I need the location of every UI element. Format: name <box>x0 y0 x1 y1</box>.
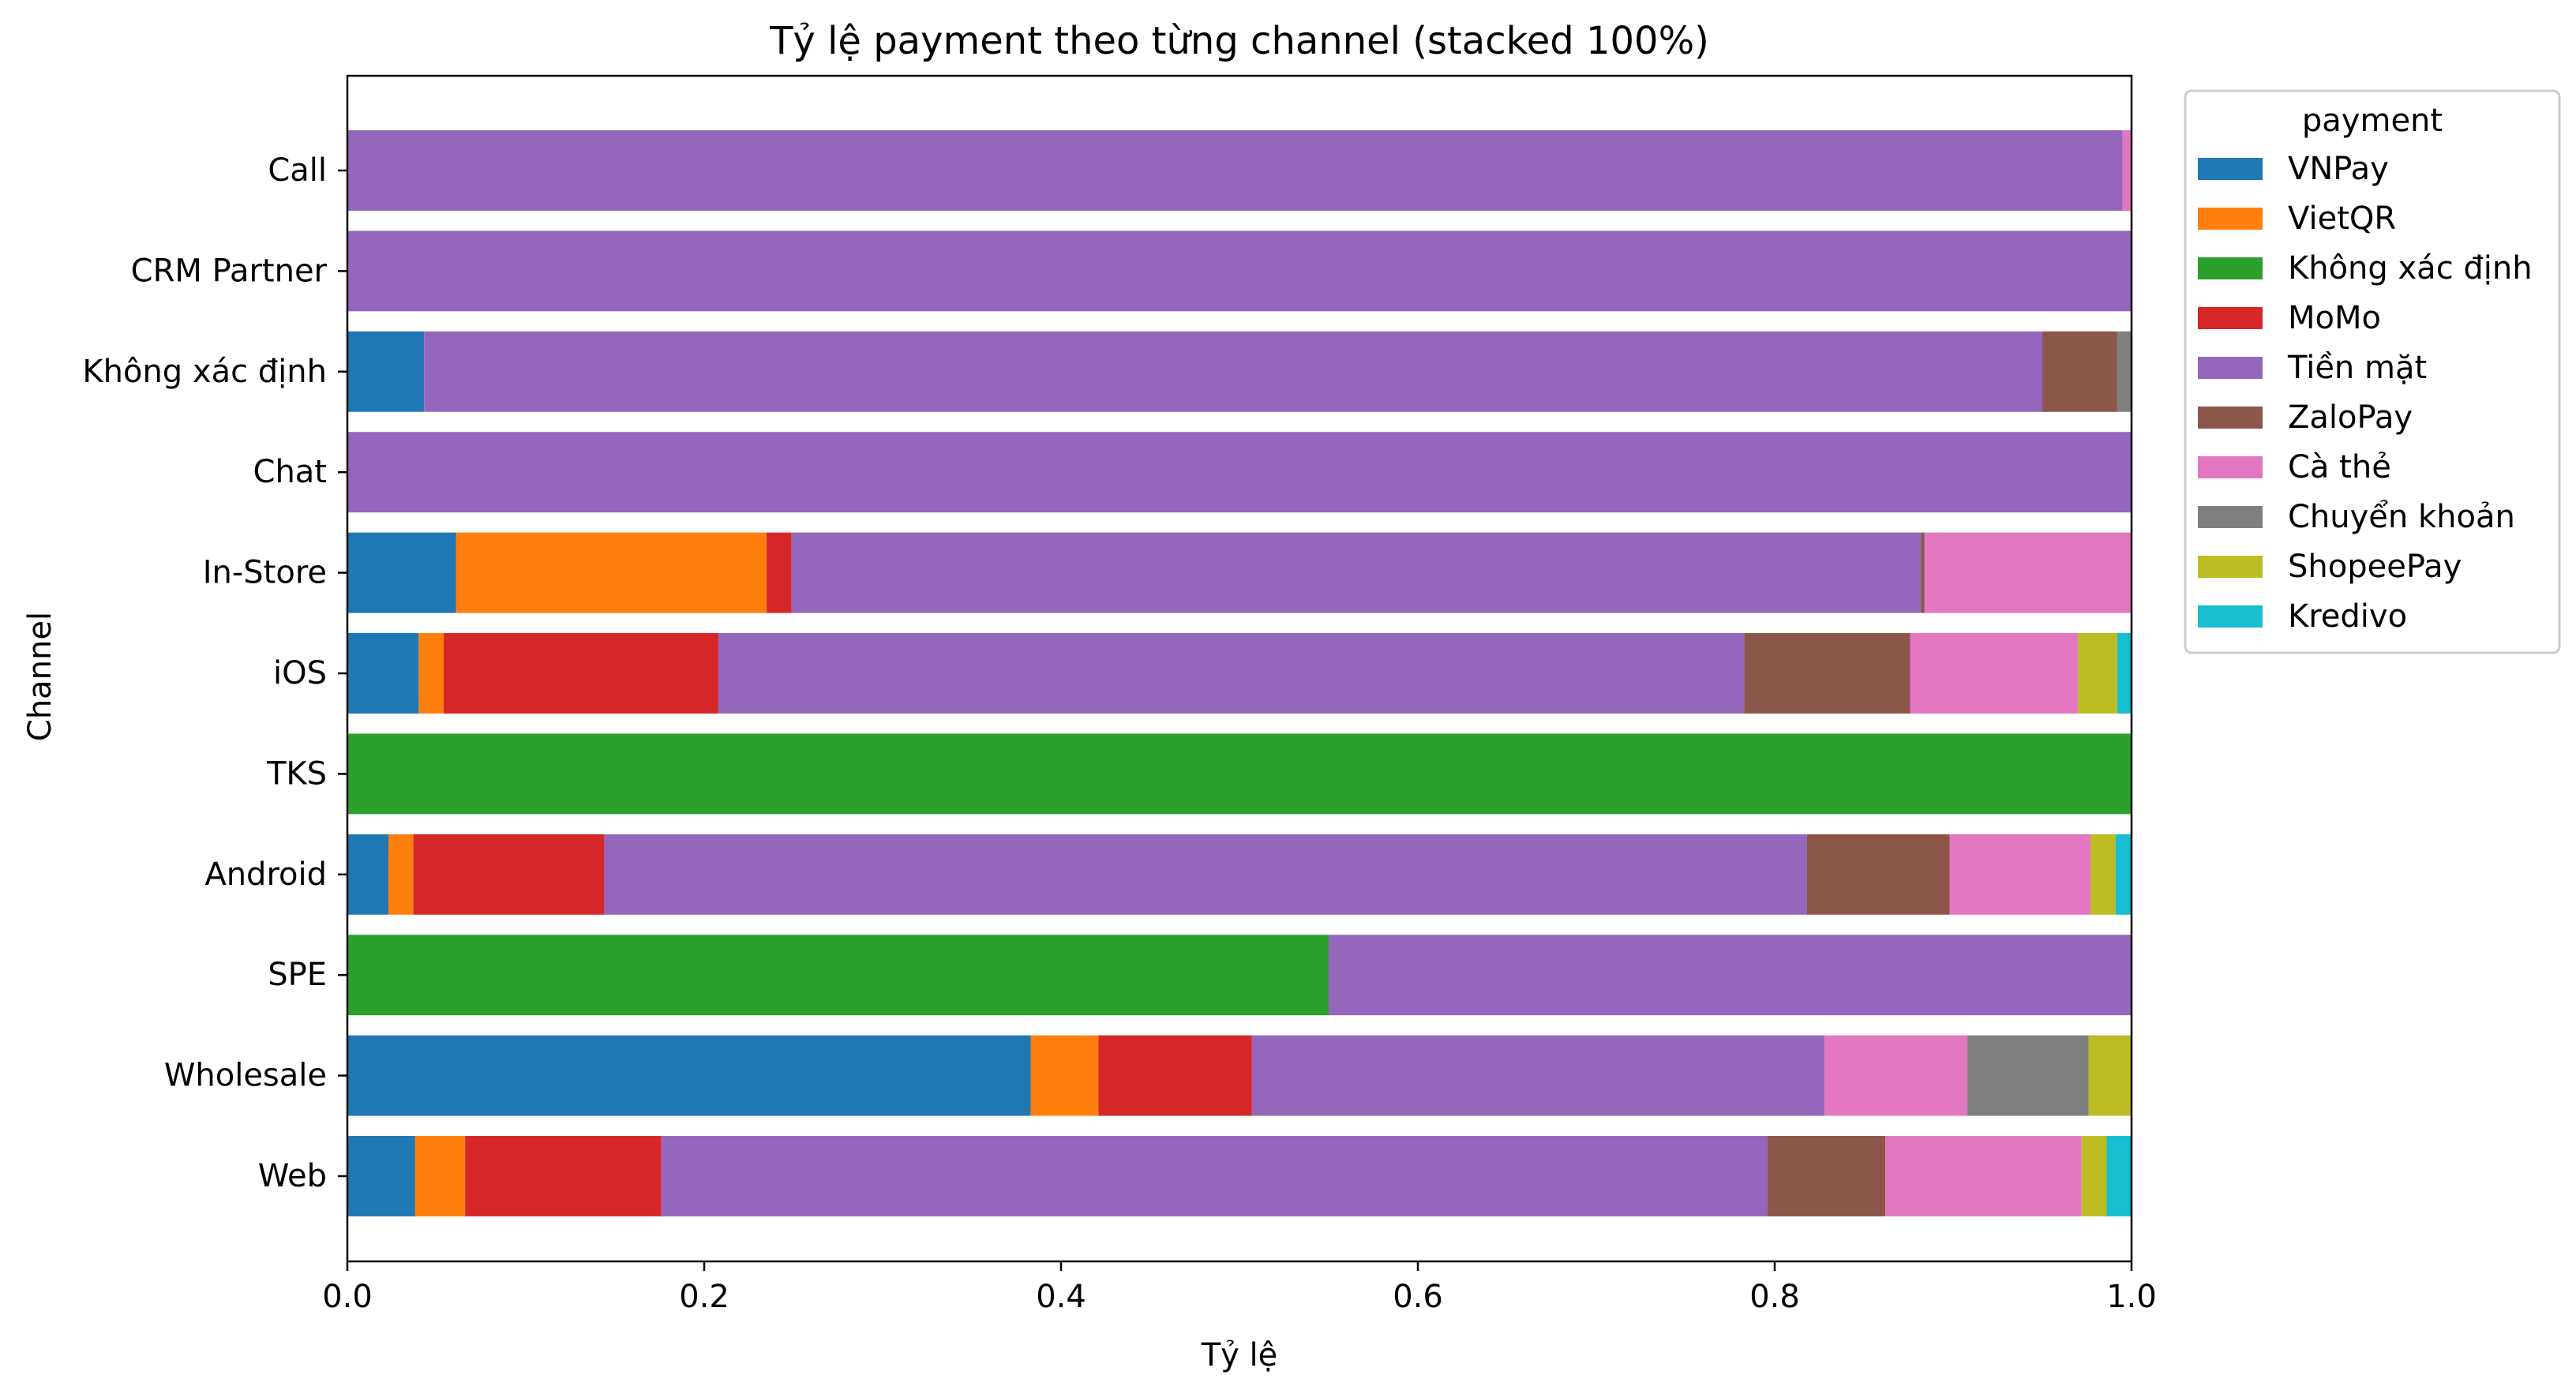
bar-segment <box>1806 834 1950 915</box>
y-tick-label: Android <box>204 856 327 893</box>
legend-label: Kredivo <box>2288 598 2407 635</box>
bar-segment <box>2117 331 2132 412</box>
bar-segment <box>347 1035 1031 1116</box>
chart-title: Tỷ lệ payment theo từng channel (stacked… <box>769 19 1709 63</box>
legend-label: VNPay <box>2288 151 2389 187</box>
y-tick-label: iOS <box>273 655 327 691</box>
legend-title: payment <box>2302 103 2443 139</box>
bar-segment <box>1921 532 1925 613</box>
legend-label: Chuyển khoản <box>2288 499 2515 535</box>
legend-swatch <box>2198 407 2263 429</box>
bar-segment <box>718 633 1745 714</box>
bar-segment <box>1967 1035 2089 1116</box>
bar-segment <box>604 834 1807 915</box>
legend-label: Không xác định <box>2288 250 2533 287</box>
legend-label: ZaloPay <box>2288 399 2413 436</box>
legend-swatch <box>2198 307 2263 329</box>
bar-segment <box>1885 1136 2082 1216</box>
bar-segment <box>424 331 2043 412</box>
y-tick-label: Call <box>268 152 327 189</box>
legend-label: MoMo <box>2288 300 2381 336</box>
bar-segment <box>2115 834 2132 915</box>
bar-segment <box>2088 1035 2132 1116</box>
legend-swatch <box>2198 605 2263 628</box>
bar-segment <box>2106 1136 2132 1216</box>
legend-swatch <box>2198 257 2263 279</box>
bar-segment <box>347 532 456 613</box>
y-tick-label: Web <box>258 1158 327 1194</box>
bar-segment <box>347 834 388 915</box>
bar-segment <box>2122 130 2132 211</box>
bar-segment <box>347 633 419 714</box>
y-tick-label: TKS <box>266 755 327 792</box>
plot-area: Call CRM Partner Không xác định Chat In-Stor… <box>82 74 2157 1315</box>
y-tick-label: Wholesale <box>164 1058 327 1094</box>
legend-label: ShopeePay <box>2288 549 2462 585</box>
y-tick-label: CRM Partner <box>131 253 328 289</box>
bar-segment <box>791 532 1922 613</box>
bar-segment <box>1098 1035 1252 1116</box>
legend-frame <box>2184 89 2561 654</box>
bar-segment <box>347 733 2132 815</box>
bar-segment <box>347 230 2132 312</box>
bar-segment <box>661 1136 1768 1216</box>
bar-segment <box>1030 1035 1099 1116</box>
bar-segment <box>388 834 414 915</box>
legend-swatch <box>2198 506 2263 528</box>
bar-segment <box>1949 834 2091 915</box>
bar-segment <box>1744 633 1910 714</box>
legend-swatch <box>2198 556 2263 578</box>
y-tick-label: In-Store <box>203 555 327 591</box>
bar-segment <box>2090 834 2116 915</box>
bar-segment <box>347 331 425 412</box>
legend-label: Tiền mặt <box>2287 350 2427 386</box>
bar-segment <box>2081 1136 2107 1216</box>
bar-segment <box>1767 1136 1886 1216</box>
bar-segment <box>1329 935 2132 1016</box>
bar-segment <box>347 935 1329 1016</box>
legend-swatch <box>2198 456 2263 478</box>
bar-segment <box>413 834 605 915</box>
x-axis-title: Tỷ lệ <box>1201 1337 1278 1373</box>
x-tick-label: 0.2 <box>679 1279 729 1315</box>
bar-segment <box>2078 633 2117 714</box>
legend-swatch <box>2198 158 2263 180</box>
bar-segment <box>347 130 2123 211</box>
y-tick-label: Không xác định <box>82 354 327 390</box>
bar-segment <box>1924 532 2132 613</box>
bar-segment <box>418 633 444 714</box>
bar-segment <box>444 633 719 714</box>
plot-frame <box>346 74 2133 1263</box>
bar-segment <box>347 432 2132 513</box>
x-tick-label: 0.8 <box>1749 1279 1800 1315</box>
legend-label: Cà thẻ <box>2288 449 2391 485</box>
x-tick-label: 0.4 <box>1036 1279 1086 1315</box>
bar-segment <box>2042 331 2117 412</box>
y-tick-label: SPE <box>268 957 327 993</box>
bar-segment <box>347 1136 415 1216</box>
x-tick-label: 0.6 <box>1393 1279 1443 1315</box>
y-tick-label: Chat <box>253 454 327 490</box>
legend-label: VietQR <box>2288 200 2396 237</box>
bar-segment <box>1910 633 2079 714</box>
bar-segment <box>767 532 792 613</box>
bar-segment <box>414 1136 466 1216</box>
legend-swatch <box>2198 357 2263 379</box>
x-tick-label: 1.0 <box>2106 1279 2157 1315</box>
bar-segment <box>456 532 767 613</box>
bar-segment <box>2117 633 2132 714</box>
x-tick-label: 0.0 <box>322 1279 373 1315</box>
legend-swatch <box>2198 208 2263 230</box>
legend: payment VNPay VietQR Không xác định MoMo Tiề… <box>2184 89 2561 654</box>
bar-segment <box>465 1136 662 1216</box>
bar-segment <box>1824 1035 1968 1116</box>
bar-segment <box>1251 1035 1825 1116</box>
y-axis-title: Channel <box>22 612 58 741</box>
